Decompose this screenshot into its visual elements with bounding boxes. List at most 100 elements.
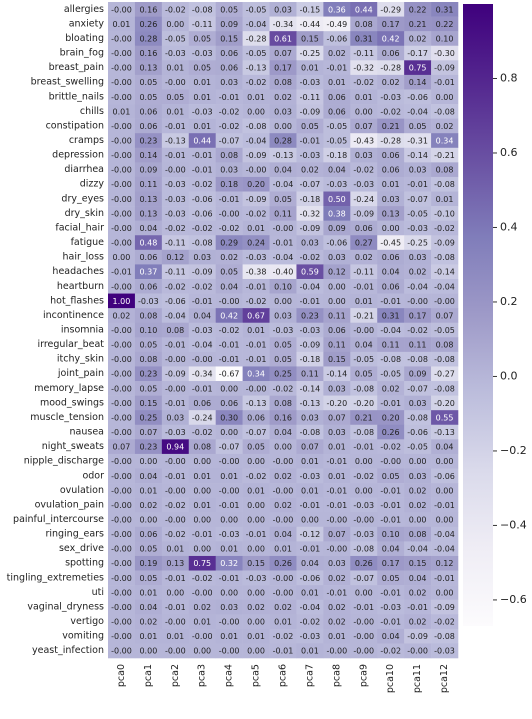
heatmap-cell bbox=[404, 264, 432, 280]
cell-label: 0.16 bbox=[139, 5, 157, 14]
cell-label: -0.02 bbox=[192, 180, 213, 189]
heatmap-cell bbox=[108, 147, 136, 163]
heatmap-cell bbox=[404, 2, 432, 17]
cell-label: 0.07 bbox=[301, 443, 319, 452]
heatmap-cell bbox=[161, 599, 190, 615]
heatmap-cell bbox=[108, 410, 136, 426]
cell-label: 0.31 bbox=[355, 34, 373, 43]
cell-label: -0.02 bbox=[380, 443, 401, 452]
heatmap-cell bbox=[188, 206, 216, 221]
cell-label: -0.00 bbox=[111, 209, 132, 218]
cell-label: -0.00 bbox=[111, 355, 132, 364]
heatmap-cell bbox=[350, 278, 378, 294]
cell-label: -0.00 bbox=[353, 632, 374, 641]
heatmap-cell bbox=[323, 526, 351, 542]
heatmap-cell bbox=[404, 278, 432, 294]
cell-label: -0.01 bbox=[353, 603, 374, 612]
heatmap-cell bbox=[161, 468, 190, 484]
heatmap-cell bbox=[350, 555, 378, 571]
cell-label: -0.13 bbox=[273, 151, 294, 160]
heatmap-cell bbox=[108, 439, 136, 455]
heatmap-cell bbox=[431, 74, 459, 90]
cell-label: 0.02 bbox=[328, 574, 346, 583]
heatmap-cell bbox=[269, 366, 297, 382]
heatmap-cell bbox=[161, 293, 190, 309]
cell-label: 0.01 bbox=[139, 632, 157, 641]
cell-label: -0.00 bbox=[111, 136, 132, 145]
y-tick-label: ovulation bbox=[60, 485, 104, 496]
cell-label: 0.26 bbox=[382, 428, 400, 437]
heatmap-cell bbox=[431, 206, 459, 221]
cell-label: 0.20 bbox=[247, 180, 265, 189]
cell-label: -0.03 bbox=[273, 326, 294, 335]
heatmap-cell bbox=[377, 31, 405, 47]
cell-label: 0.28 bbox=[139, 34, 157, 43]
cell-label: -0.07 bbox=[407, 195, 428, 204]
heatmap-cell bbox=[431, 278, 459, 294]
heatmap-cell bbox=[134, 206, 163, 221]
cell-label: 0.04 bbox=[355, 341, 373, 350]
cell-label: -0.11 bbox=[300, 93, 321, 102]
cell-label: -0.00 bbox=[165, 78, 186, 87]
heatmap-cell bbox=[215, 74, 243, 90]
cell-label: -0.00 bbox=[353, 618, 374, 627]
heatmap-cell bbox=[134, 45, 163, 61]
cell-label: -0.00 bbox=[273, 574, 294, 583]
heatmap-cell bbox=[188, 424, 216, 440]
heatmap-cell bbox=[350, 643, 378, 659]
cell-label: -0.08 bbox=[380, 355, 401, 364]
heatmap-cell bbox=[215, 162, 243, 178]
colorbar-tick-label: −0.6 bbox=[500, 593, 527, 606]
heatmap-cell bbox=[323, 395, 351, 411]
heatmap-cell bbox=[269, 614, 297, 630]
cell-label: -0.13 bbox=[165, 136, 186, 145]
cell-label: -0.27 bbox=[434, 370, 455, 379]
y-tick-label: vertigo bbox=[70, 616, 104, 627]
cell-label: -0.00 bbox=[273, 588, 294, 597]
y-tick-label: dizzy bbox=[80, 179, 105, 190]
cell-label: -0.05 bbox=[246, 49, 267, 58]
heatmap-cell bbox=[188, 249, 216, 265]
heatmap-cell bbox=[242, 89, 270, 105]
cell-label: 0.14 bbox=[139, 151, 157, 160]
cell-label: 0.04 bbox=[328, 166, 346, 175]
cell-label: 0.00 bbox=[247, 588, 265, 597]
heatmap-cell bbox=[134, 395, 163, 411]
cell-label: 0.05 bbox=[382, 472, 400, 481]
heatmap-cell bbox=[108, 278, 136, 294]
cell-label: -0.00 bbox=[111, 384, 132, 393]
cell-label: 0.02 bbox=[409, 588, 427, 597]
heatmap-cell bbox=[134, 2, 163, 17]
heatmap-cell bbox=[215, 351, 243, 367]
heatmap-cell bbox=[188, 599, 216, 615]
cell-label: -0.00 bbox=[353, 516, 374, 525]
heatmap-cell bbox=[323, 293, 351, 309]
cell-label: 0.01 bbox=[247, 224, 265, 233]
heatmap-cell bbox=[350, 599, 378, 615]
cell-label: 0.03 bbox=[409, 399, 427, 408]
y-tick-label: chills bbox=[80, 106, 104, 117]
heatmap-cell bbox=[161, 381, 190, 396]
cell-label: -0.13 bbox=[246, 399, 267, 408]
heatmap-cell bbox=[296, 453, 324, 469]
cell-label: -0.13 bbox=[300, 399, 321, 408]
cell-label: 0.50 bbox=[328, 195, 346, 204]
cell-label: 0.06 bbox=[139, 530, 157, 539]
heatmap-cell bbox=[296, 643, 324, 659]
cell-label: -0.01 bbox=[273, 239, 294, 248]
heatmap-cell bbox=[431, 293, 459, 309]
heatmap-cell bbox=[350, 249, 378, 265]
heatmap-cell bbox=[269, 599, 297, 615]
heatmap-cell bbox=[188, 337, 216, 353]
heatmap-cell bbox=[161, 614, 190, 630]
cell-label: -0.05 bbox=[326, 136, 347, 145]
heatmap-cell bbox=[377, 89, 405, 105]
cell-label: 0.07 bbox=[328, 413, 346, 422]
heatmap-cell bbox=[431, 570, 459, 586]
heatmap-cell bbox=[108, 570, 136, 586]
heatmap-cell bbox=[296, 322, 324, 338]
heatmap-cell bbox=[296, 570, 324, 586]
heatmap-cell bbox=[215, 395, 243, 411]
cell-label: -0.02 bbox=[434, 618, 455, 627]
heatmap-cell bbox=[215, 614, 243, 630]
